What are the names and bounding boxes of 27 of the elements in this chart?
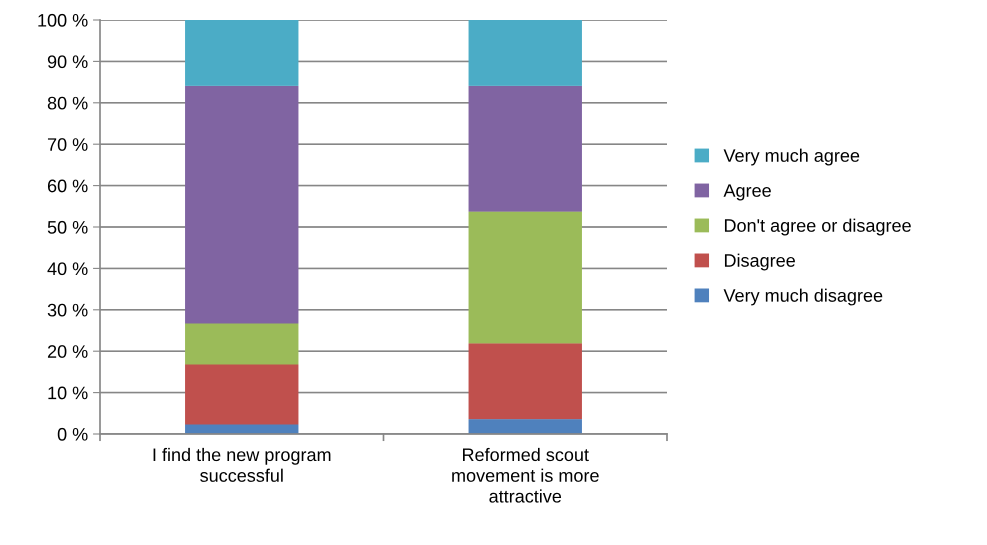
y-tick-label: 40 % <box>47 262 88 276</box>
y-tick-label: 20 % <box>48 345 88 358</box>
legend-label: Very much disagree <box>724 288 882 306</box>
bar <box>468 419 582 434</box>
y-tick-label: 100 % <box>38 14 88 27</box>
x-tick-label: I find the new program successful <box>154 448 330 482</box>
bar <box>468 343 582 420</box>
y-tick-label: 50 % <box>48 220 88 234</box>
bar <box>185 364 298 424</box>
x-tick-label: Reformed scout movement is more attractive <box>452 448 599 503</box>
legend-label: Don't agree or disagree <box>724 218 911 236</box>
legend-label: Agree <box>724 184 771 200</box>
bar <box>185 20 298 86</box>
y-tick-label: 10 % <box>48 386 88 400</box>
legend-label: Very much agree <box>724 148 860 166</box>
bar <box>185 86 298 324</box>
y-tick-label: 90 % <box>48 55 88 68</box>
legend-label: Disagree <box>724 254 795 270</box>
bar <box>468 20 582 86</box>
y-tick-label: 80 % <box>48 96 88 110</box>
bar <box>468 86 582 212</box>
y-tick-label: 0 % <box>58 428 88 441</box>
bar <box>185 323 298 364</box>
y-tick-label: 30 % <box>48 304 88 317</box>
y-tick-label: 60 % <box>48 180 88 192</box>
bar <box>468 212 582 344</box>
y-tick-label: 70 % <box>48 138 88 151</box>
